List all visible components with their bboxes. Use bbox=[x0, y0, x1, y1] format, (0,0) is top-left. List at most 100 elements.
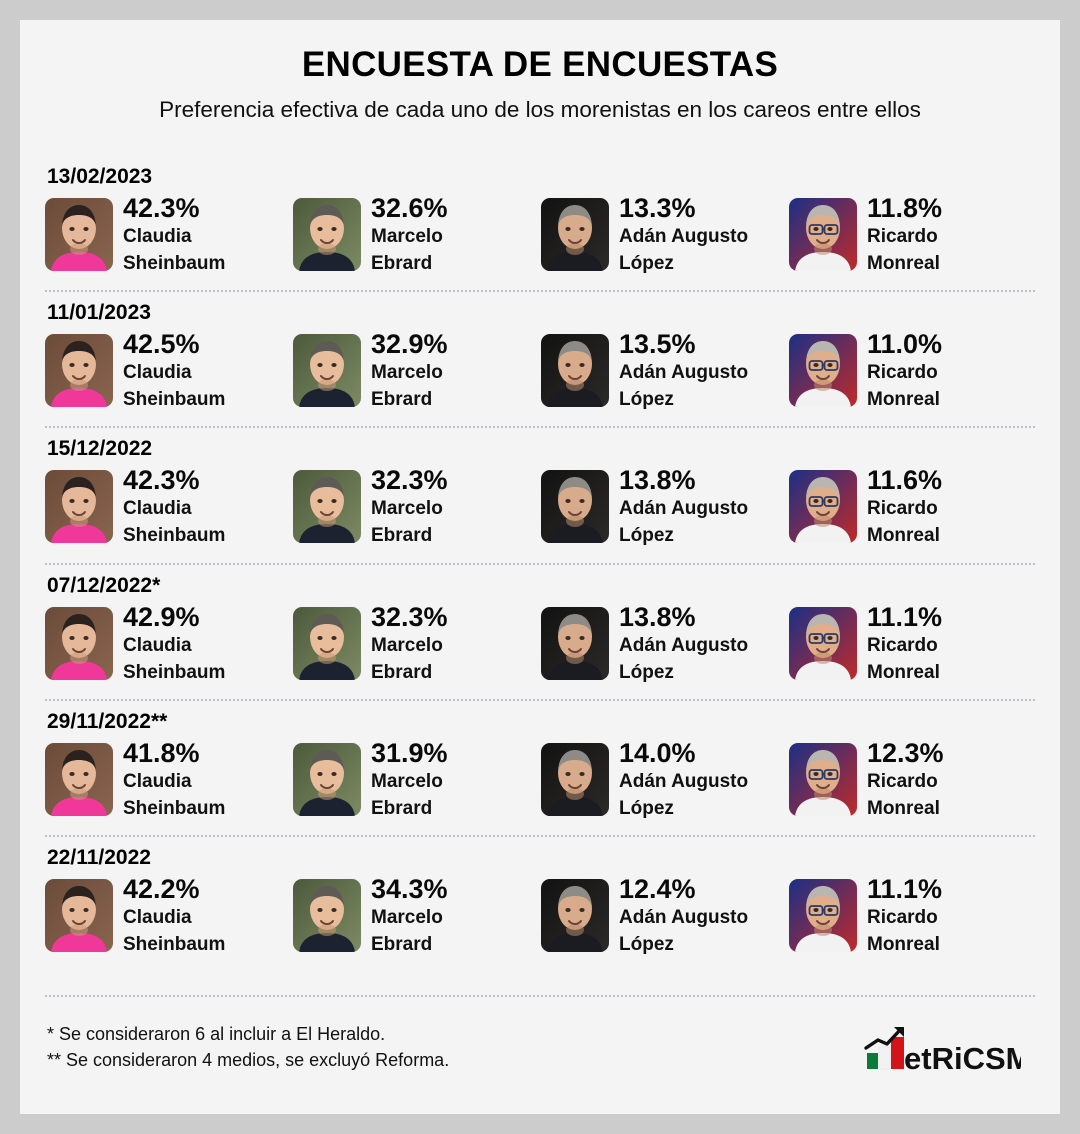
candidate-entry: 11.1% Ricardo Monreal bbox=[789, 603, 1037, 685]
candidate-last-name: Ebrard bbox=[371, 934, 433, 956]
poll-date: 29/11/2022** bbox=[47, 709, 168, 733]
candidate-first-name: Marcelo bbox=[371, 634, 443, 656]
poll-row: 42.3% Claudia Sheinbaum 32.3% Marcelo Ebrard bbox=[45, 467, 1035, 562]
candidate-photo-monreal bbox=[789, 470, 857, 544]
candidate-entry: 11.0% Ricardo Monreal bbox=[789, 330, 1037, 412]
candidate-text: 41.8% Claudia Sheinbaum bbox=[113, 739, 226, 821]
poll-date: 15/12/2022 bbox=[47, 437, 153, 461]
candidate-first-name: Claudia bbox=[123, 634, 192, 656]
candidate-photo-sheinbaum bbox=[45, 333, 113, 407]
candidate-last-name: López bbox=[619, 661, 674, 683]
candidate-text: 13.5% Adán Augusto López bbox=[609, 328, 749, 412]
candidate-last-name: Sheinbaum bbox=[123, 389, 226, 411]
candidate-first-name: Adán Augusto bbox=[619, 907, 749, 929]
candidate-entry: 31.9% Marcelo Ebrard bbox=[293, 739, 541, 821]
candidate-text: 42.5% Claudia Sheinbaum bbox=[113, 330, 226, 412]
candidate-text: 12.3% Ricardo Monreal bbox=[857, 739, 944, 821]
candidate-photo-sheinbaum bbox=[45, 606, 113, 680]
page-subtitle: Preferencia efectiva de cada uno de los … bbox=[159, 97, 921, 122]
candidate-last-name: Sheinbaum bbox=[123, 252, 226, 274]
candidate-text: 42.2% Claudia Sheinbaum bbox=[113, 876, 225, 957]
candidate-percentage: 42.2% bbox=[123, 874, 200, 905]
candidate-first-name: Ricardo bbox=[867, 361, 938, 383]
candidate-last-name: Monreal bbox=[867, 934, 940, 956]
candidate-first-name: Adán Augusto bbox=[619, 225, 749, 247]
candidate-percentage: 42.3% bbox=[123, 465, 200, 496]
poll-date: 07/12/2022* bbox=[47, 573, 161, 597]
candidate-last-name: Sheinbaum bbox=[123, 798, 226, 820]
candidate-entry: 11.6% Ricardo Monreal bbox=[789, 467, 1037, 548]
candidate-last-name: Ebrard bbox=[371, 525, 433, 547]
poll-block: 13/02/2023 42.3% Claudia Sheinbaum bbox=[45, 156, 1035, 290]
footer-separator bbox=[45, 995, 1035, 997]
candidate-last-name: López bbox=[619, 525, 674, 547]
poll-row: 42.5% Claudia Sheinbaum 32.9% Marcelo Ebrard bbox=[45, 328, 1037, 426]
candidate-photo-sheinbaum bbox=[45, 742, 113, 816]
poll-row: 42.9% Claudia Sheinbaum 32.3% Marcelo Ebrard bbox=[45, 601, 1037, 699]
page-title: ENCUESTA DE ENCUESTAS bbox=[301, 45, 779, 84]
candidate-first-name: Ricardo bbox=[867, 634, 938, 656]
metricsmx-logo: etRiCSMX bbox=[863, 1023, 1035, 1073]
candidate-percentage: 14.0% bbox=[619, 737, 696, 768]
footnotes: * Se consideraron 6 al incluir a El Hera… bbox=[45, 1021, 449, 1073]
candidate-last-name: López bbox=[619, 389, 674, 411]
candidate-entry: 13.8% Adán Augusto López bbox=[541, 601, 789, 685]
candidate-percentage: 42.3% bbox=[123, 192, 200, 223]
candidate-last-name: Ebrard bbox=[371, 252, 433, 274]
candidate-percentage: 13.8% bbox=[619, 465, 696, 496]
candidate-last-name: Monreal bbox=[867, 798, 940, 820]
poll-separator bbox=[45, 698, 1035, 701]
candidate-photo-ebrard bbox=[293, 333, 361, 407]
candidate-text: 11.8% Ricardo Monreal bbox=[857, 194, 942, 276]
candidate-percentage: 42.9% bbox=[123, 601, 200, 632]
poll-date: 13/02/2023 bbox=[47, 164, 153, 188]
candidate-percentage: 13.8% bbox=[619, 601, 696, 632]
poll-date: 11/01/2023 bbox=[47, 300, 151, 324]
poll-separator bbox=[45, 562, 1035, 565]
candidate-entry: 41.8% Claudia Sheinbaum bbox=[45, 739, 293, 821]
poll-block: 29/11/2022** 41.8% Claudia Sheinbaum bbox=[45, 698, 1037, 835]
candidate-first-name: Adán Augusto bbox=[619, 770, 749, 792]
candidate-text: 32.3% Marcelo Ebrard bbox=[361, 601, 448, 685]
candidate-text: 13.8% Adán Augusto López bbox=[609, 601, 748, 685]
candidate-entry: 12.3% Ricardo Monreal bbox=[789, 739, 1037, 821]
candidate-first-name: Ricardo bbox=[867, 225, 938, 247]
logo-text: etRiCSMX bbox=[904, 1041, 1021, 1071]
candidate-first-name: Ricardo bbox=[867, 770, 938, 792]
candidate-photo-lopez bbox=[541, 197, 609, 271]
poll-block: 22/11/2022 42.2% Claudia Sheinbaum bbox=[45, 835, 1035, 971]
candidate-first-name: Adán Augusto bbox=[619, 361, 749, 383]
candidate-text: 42.3% Claudia Sheinbaum bbox=[113, 467, 225, 548]
candidate-percentage: 32.6% bbox=[371, 192, 448, 223]
candidate-first-name: Claudia bbox=[123, 225, 192, 247]
candidate-photo-sheinbaum bbox=[45, 197, 113, 271]
candidate-last-name: Monreal bbox=[867, 661, 940, 683]
candidate-text: 42.3% Claudia Sheinbaum bbox=[113, 192, 226, 276]
candidate-first-name: Claudia bbox=[123, 498, 192, 520]
candidate-last-name: Monreal bbox=[867, 252, 940, 274]
poll-row: 41.8% Claudia Sheinbaum 31.9% Marcelo Ebrard bbox=[45, 737, 1037, 835]
candidate-percentage: 12.4% bbox=[619, 874, 696, 905]
candidate-photo-sheinbaum bbox=[45, 879, 113, 953]
candidate-last-name: López bbox=[619, 798, 674, 820]
candidate-percentage: 13.3% bbox=[619, 192, 696, 223]
candidate-first-name: Ricardo bbox=[867, 498, 938, 520]
candidate-first-name: Marcelo bbox=[371, 225, 443, 247]
candidate-entry: 42.3% Claudia Sheinbaum bbox=[45, 467, 293, 548]
candidate-photo-lopez bbox=[541, 470, 609, 544]
candidate-percentage: 11.1% bbox=[867, 874, 943, 905]
candidate-text: 42.9% Claudia Sheinbaum bbox=[113, 601, 225, 685]
candidate-photo-ebrard bbox=[293, 470, 361, 544]
candidate-first-name: Adán Augusto bbox=[619, 498, 749, 520]
candidate-text: 11.0% Ricardo Monreal bbox=[857, 330, 942, 412]
infographic-card: ENCUESTA DE ENCUESTAS Preferencia efecti… bbox=[20, 20, 1060, 1114]
candidate-text: 32.9% Marcelo Ebrard bbox=[361, 330, 448, 412]
poll-separator bbox=[45, 426, 1035, 429]
candidate-last-name: Ebrard bbox=[371, 661, 433, 683]
candidate-last-name: Sheinbaum bbox=[123, 934, 226, 956]
candidate-photo-sheinbaum bbox=[45, 470, 113, 544]
candidate-percentage: 13.5% bbox=[619, 328, 696, 359]
candidate-percentage: 32.3% bbox=[371, 601, 448, 632]
candidate-text: 32.6% Marcelo Ebrard bbox=[361, 192, 448, 276]
candidate-photo-ebrard bbox=[293, 606, 361, 680]
